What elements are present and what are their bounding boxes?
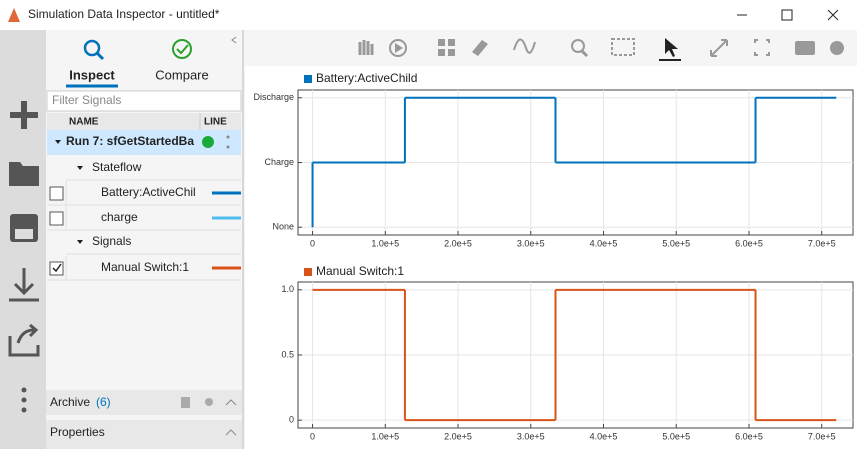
save-icon-detail (15, 229, 33, 239)
signal-name[interactable]: Battery:ActiveChil (101, 185, 196, 199)
x-tick-label: 1.0e+5 (371, 431, 399, 441)
column-header: LINE (204, 117, 227, 128)
legend-label: Manual Switch:1 (316, 264, 404, 278)
x-tick-label: 0 (310, 431, 315, 441)
checkbox[interactable] (50, 212, 63, 225)
legend-label: Battery:ActiveChild (316, 71, 417, 85)
x-tick-label: 5.0e+5 (662, 431, 690, 441)
legend-swatch (304, 75, 312, 83)
x-tick-label: 7.0e+5 (808, 238, 836, 248)
archive-count[interactable]: (6) (96, 395, 111, 409)
x-tick-label: 2.0e+5 (444, 238, 472, 248)
y-tick-label: 1.0 (281, 284, 294, 294)
checkbox[interactable] (50, 262, 63, 275)
signal-name[interactable]: Manual Switch:1 (101, 260, 189, 274)
x-tick-label: 3.0e+5 (517, 238, 545, 248)
filter-placeholder: Filter Signals (52, 93, 121, 107)
group-name: Stateflow (92, 160, 142, 174)
run-status (202, 136, 214, 148)
y-tick-label: 0.5 (281, 349, 294, 359)
x-tick-label: 1.0e+5 (371, 238, 399, 248)
run-name[interactable]: Run 7: sfGetStartedBa (66, 134, 194, 148)
x-tick-label: 5.0e+5 (662, 238, 690, 248)
compare-tab[interactable]: Compare (155, 67, 208, 82)
x-tick-label: 6.0e+5 (735, 238, 763, 248)
more-button[interactable] (22, 388, 27, 413)
y-tick-label: Charge (264, 157, 294, 167)
x-tick-label: 6.0e+5 (735, 431, 763, 441)
group-name: Signals (92, 234, 131, 248)
run-menu[interactable] (227, 146, 230, 149)
inspect-tab[interactable]: Inspect (69, 67, 115, 82)
x-tick-label: 4.0e+5 (590, 238, 618, 248)
x-tick-label: 0 (310, 238, 315, 248)
x-tick-label: 7.0e+5 (808, 431, 836, 441)
y-tick-label: None (272, 222, 294, 232)
legend-swatch (304, 268, 312, 276)
x-tick-label: 4.0e+5 (590, 431, 618, 441)
run-menu[interactable] (227, 136, 230, 139)
delete-archive[interactable] (181, 397, 190, 408)
archive-label[interactable]: Archive (50, 395, 90, 409)
plot-toolbar (245, 30, 857, 66)
x-tick-label: 2.0e+5 (444, 431, 472, 441)
properties-label[interactable]: Properties (50, 425, 105, 439)
y-tick-label: 0 (289, 415, 294, 425)
y-tick-label: Discharge (253, 92, 294, 102)
checkbox[interactable] (50, 187, 63, 200)
window-title: Simulation Data Inspector - untitled* (28, 7, 220, 21)
column-header: NAME (69, 117, 99, 128)
archive-settings[interactable] (205, 398, 213, 406)
x-tick-label: 3.0e+5 (517, 431, 545, 441)
signal-name[interactable]: charge (101, 210, 138, 224)
